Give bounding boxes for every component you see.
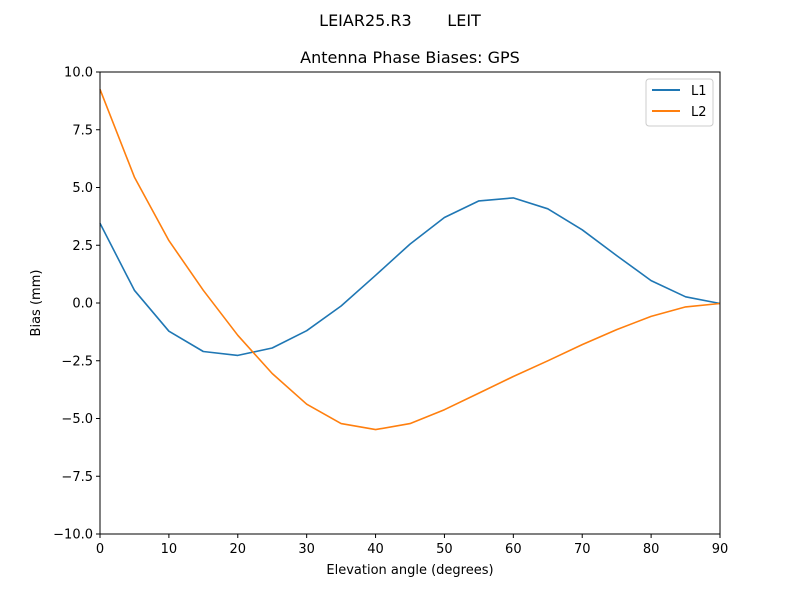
x-tick-label: 80	[643, 542, 660, 557]
y-axis-label: Bias (mm)	[29, 270, 44, 337]
y-tick-label: −7.5	[61, 470, 93, 485]
y-axis: −10.0 −7.5 −5.0 −2.5 0.0 2.5 5.0 7.5 10.0	[53, 66, 100, 543]
y-tick-label: −2.5	[61, 354, 93, 369]
legend-label-l2: L2	[691, 105, 707, 120]
legend: L1 L2	[645, 78, 714, 127]
y-tick-label: −10.0	[53, 528, 93, 543]
y-tick-label: 0.0	[72, 297, 93, 312]
y-tick-label: 10.0	[64, 66, 93, 81]
plot-frame	[99, 71, 721, 535]
x-tick-label: 0	[96, 542, 104, 557]
x-axis: 0 10 20 30 40 50 60 70 80 90	[96, 534, 728, 557]
x-tick-label: 40	[367, 542, 384, 557]
chart-title: Antenna Phase Biases: GPS	[300, 48, 520, 67]
x-tick-label: 20	[230, 542, 247, 557]
chart-suptitle: LEIAR25.R3 LEIT	[319, 11, 481, 30]
x-tick-label: 70	[574, 542, 591, 557]
series-line-l1	[99, 197, 721, 357]
series-line-l2	[99, 89, 721, 431]
x-tick-label: 60	[505, 542, 522, 557]
y-tick-label: −5.0	[61, 412, 93, 427]
x-axis-label: Elevation angle (degrees)	[326, 563, 493, 578]
y-tick-label: 7.5	[72, 123, 93, 138]
y-tick-label: 5.0	[72, 181, 93, 196]
y-tick-label: 2.5	[72, 239, 93, 254]
legend-label-l1: L1	[691, 84, 707, 99]
x-tick-label: 30	[298, 542, 315, 557]
x-tick-label: 90	[712, 542, 729, 557]
x-tick-label: 50	[436, 542, 453, 557]
x-tick-label: 10	[161, 542, 178, 557]
series-layer	[99, 89, 721, 431]
